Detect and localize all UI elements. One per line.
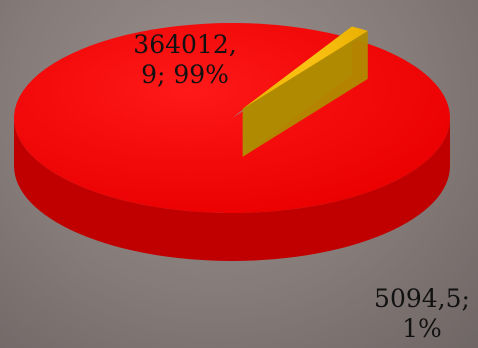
data-label-line: 364012,	[133, 30, 237, 59]
data-label-slice-small: 5094,5; 1%	[366, 284, 478, 344]
slice-radial-wall	[242, 30, 368, 157]
data-label-slice-large: 364012, 9; 99%	[110, 30, 260, 90]
slice-side-wall	[14, 118, 450, 261]
data-label-line: 5094,5;	[374, 284, 470, 313]
data-label-line: 1%	[402, 314, 442, 343]
data-label-line: 9; 99%	[141, 60, 229, 89]
slice-shading	[242, 26, 368, 109]
